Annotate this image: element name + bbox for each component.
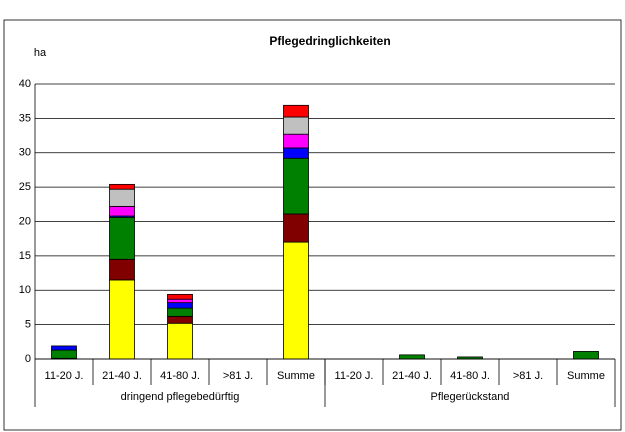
bar-segment bbox=[167, 293, 193, 300]
bar-segment bbox=[283, 116, 309, 135]
bar-segment bbox=[283, 213, 309, 243]
bar-segment bbox=[109, 258, 135, 281]
bar-segment bbox=[109, 188, 135, 207]
y-tick-label: 35 bbox=[19, 112, 31, 124]
y-tick-label: 20 bbox=[19, 215, 31, 227]
bar-segment bbox=[51, 345, 77, 351]
bar-segment bbox=[167, 298, 193, 304]
y-tick-label: 5 bbox=[25, 319, 31, 331]
bar-segment bbox=[399, 354, 425, 360]
bar-segment bbox=[109, 205, 135, 217]
x-tick-label: 11-20 J. bbox=[45, 370, 84, 382]
bar-segment bbox=[573, 351, 599, 360]
y-axis-label: ha bbox=[34, 47, 47, 59]
y-tick-label: 25 bbox=[19, 181, 31, 193]
bar-segment bbox=[167, 307, 193, 317]
bar-segment bbox=[109, 216, 135, 260]
x-tick-label: Summe bbox=[567, 370, 605, 382]
x-tick-label: 11-20 J. bbox=[335, 370, 374, 382]
x-tick-label: Summe bbox=[277, 370, 315, 382]
x-tick-label: >81 J. bbox=[513, 370, 543, 382]
y-tick-label: 40 bbox=[19, 78, 31, 90]
bar-segment bbox=[283, 104, 309, 118]
y-tick-label: 30 bbox=[19, 147, 31, 159]
bar-segment bbox=[283, 241, 309, 360]
y-tick-label: 15 bbox=[19, 250, 31, 262]
x-tick-label: >81 J. bbox=[223, 370, 253, 382]
y-tick-label: 10 bbox=[19, 284, 31, 296]
y-tick-label: 0 bbox=[25, 353, 31, 365]
bar-segment bbox=[283, 147, 309, 159]
bar-segment bbox=[283, 157, 309, 215]
bar-segment bbox=[51, 349, 77, 359]
x-tick-label: 41-80 J. bbox=[450, 370, 490, 382]
bar-segment bbox=[109, 183, 135, 190]
chart-frame bbox=[3, 19, 622, 431]
group-label: Pflegerückstand bbox=[431, 391, 510, 403]
x-tick-label: 41-80 J. bbox=[160, 370, 200, 382]
group-label: dringend pflegebedürftig bbox=[121, 391, 240, 403]
bar-segment bbox=[167, 302, 193, 309]
bar-segment bbox=[109, 279, 135, 360]
x-tick-label: 21-40 J. bbox=[102, 370, 142, 382]
bar-segment bbox=[167, 315, 193, 324]
chart-title: Pflegedringlichkeiten bbox=[269, 34, 390, 48]
bar-segment bbox=[167, 322, 193, 360]
bar-segment bbox=[283, 133, 309, 149]
x-tick-label: 21-40 J. bbox=[392, 370, 432, 382]
